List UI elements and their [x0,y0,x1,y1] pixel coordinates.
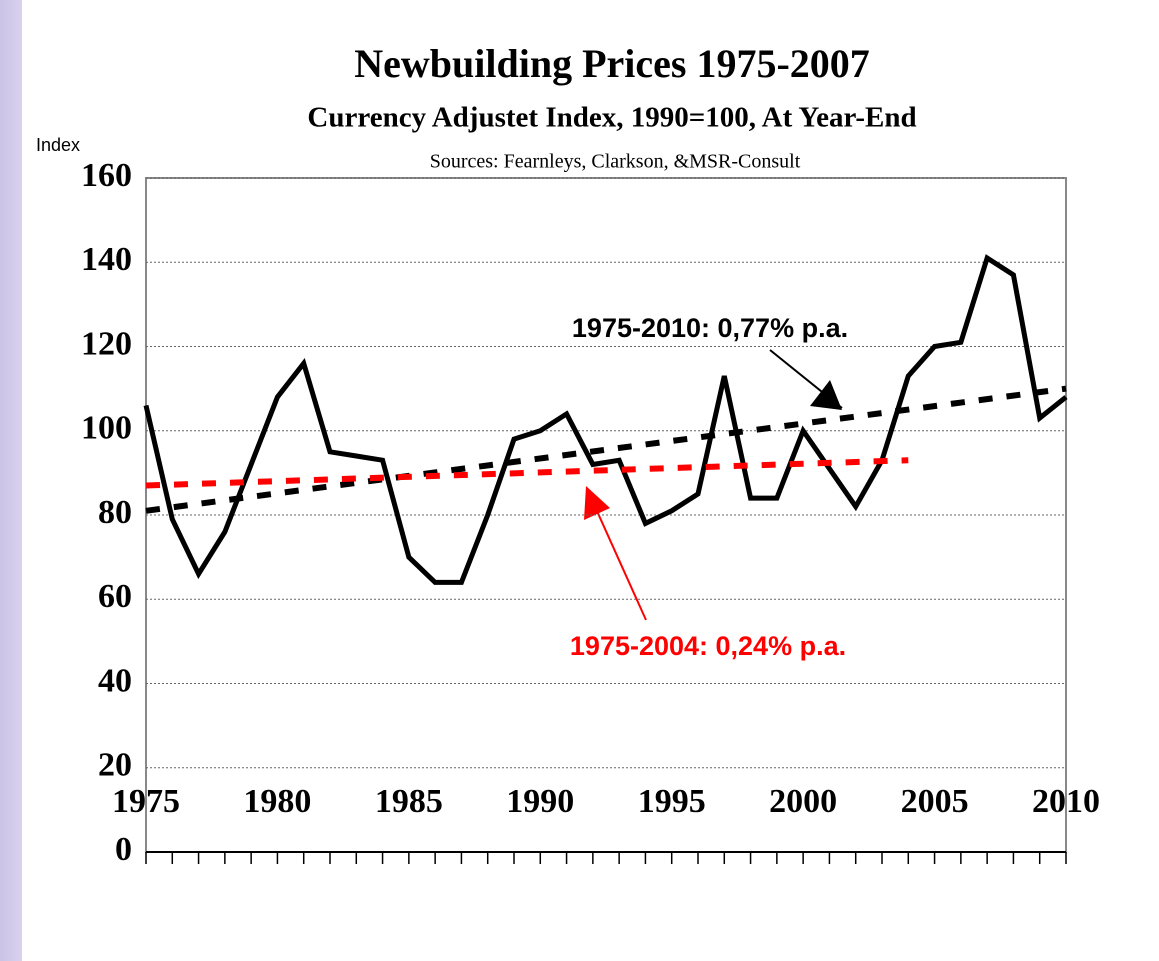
y-tick-label: 100 [81,410,132,447]
x-tick-label: 1990 [506,783,574,820]
arrow-head [584,486,610,520]
x-tick-label: 1995 [638,783,706,820]
chart-title: Newbuilding Prices 1975-2007 [354,41,870,86]
x-tick-label: 1985 [375,783,443,820]
y-tick-label: 0 [115,831,132,868]
x-tick-label: 1975 [112,783,180,820]
y-tick-label: 120 [81,325,132,362]
annotation-arrow [591,499,647,621]
y-tick-label: 140 [81,241,132,278]
x-tick-label: 2010 [1032,783,1100,820]
y-tick-label: 60 [98,578,132,615]
y-tick-label: 40 [98,662,132,699]
y-tick-label: 160 [81,157,132,194]
y-axis-label: Index [36,135,80,155]
annotation: 1975-2004: 0,24% p.a. [570,631,846,661]
y-tick-label: 20 [98,747,132,784]
y-tick-label: 80 [98,494,132,531]
x-tick-label: 1980 [243,783,311,820]
x-tick-label: 2000 [769,783,837,820]
line [143,254,1068,585]
panel [22,5,1150,955]
arrow-head [810,380,842,410]
source: Sources: Fearnleys, Clarkson, &MSR-Consu… [430,151,801,173]
annotation: 1975-2010: 0,77% p.a. [572,313,848,343]
chart-subtitle: Currency Adjustet Index, 1990=100, At Ye… [307,102,916,134]
x-tick-label: 2005 [901,783,969,820]
